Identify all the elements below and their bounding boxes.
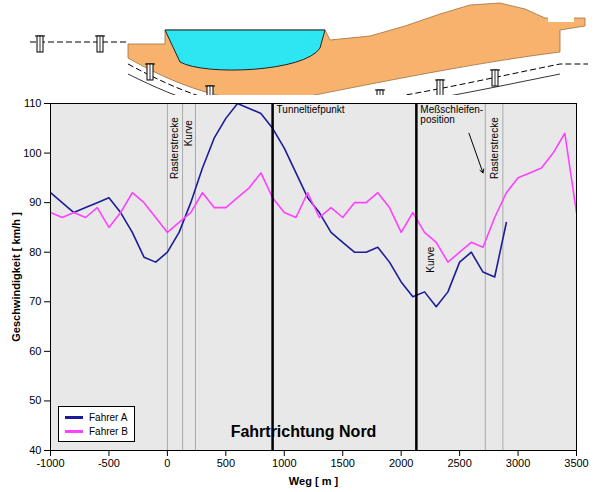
svg-text:50: 50: [29, 394, 41, 406]
svg-text:0: 0: [164, 457, 170, 469]
svg-text:1000: 1000: [272, 457, 296, 469]
svg-text:Rasterstrecke: Rasterstrecke: [489, 117, 500, 179]
svg-text:Kurve: Kurve: [183, 120, 194, 147]
svg-text:Geschwindigkeit [ km/h ]: Geschwindigkeit [ km/h ]: [10, 212, 22, 342]
svg-text:Fahrtrichtung Nord: Fahrtrichtung Nord: [231, 423, 377, 440]
html-text:Fahrer A: Fahrer A: [89, 411, 128, 423]
svg-text:-500: -500: [98, 457, 120, 469]
svg-text:3000: 3000: [506, 457, 530, 469]
svg-text:Rasterstrecke: Rasterstrecke: [169, 117, 180, 179]
svg-text:40: 40: [29, 444, 41, 456]
svg-text:500: 500: [217, 457, 235, 469]
svg-text:2000: 2000: [389, 457, 413, 469]
svg-text:70: 70: [29, 295, 41, 307]
svg-text:100: 100: [23, 147, 41, 159]
svg-text:60: 60: [29, 345, 41, 357]
svg-text:Meßschleifen-position: Meßschleifen-position: [420, 104, 483, 125]
svg-text:2500: 2500: [447, 457, 471, 469]
svg-text:90: 90: [29, 196, 41, 208]
svg-text:110: 110: [24, 97, 42, 109]
svg-text:1500: 1500: [330, 457, 354, 469]
svg-text:Kurve: Kurve: [425, 246, 436, 273]
svg-text:Tunneltiefpunkt: Tunneltiefpunkt: [277, 104, 345, 115]
svg-text:3500: 3500: [564, 457, 588, 469]
html-text:Fahrer B: Fahrer B: [89, 425, 128, 437]
svg-text:80: 80: [29, 246, 41, 258]
svg-text:Weg [ m ]: Weg [ m ]: [289, 475, 339, 487]
svg-text:-1000: -1000: [36, 457, 64, 469]
